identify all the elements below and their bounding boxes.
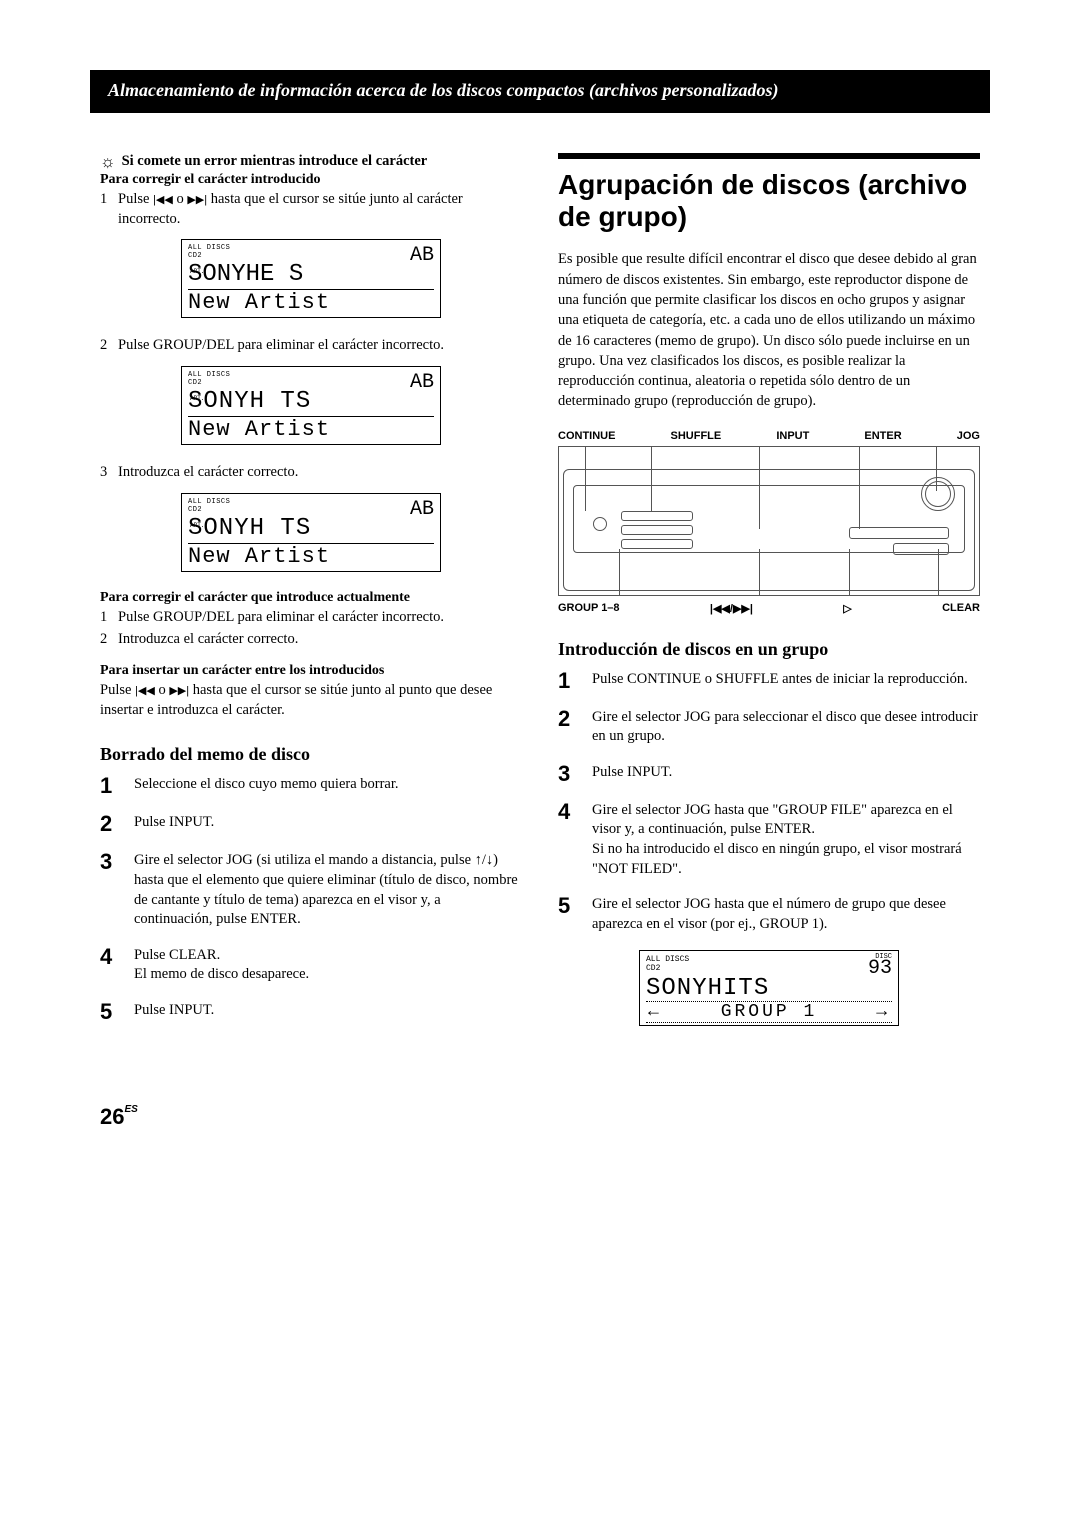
insert-char-text: Pulse |◀◀ o ▶▶| hasta que el cursor se s… bbox=[100, 681, 522, 720]
header-bar: Almacenamiento de información acerca de … bbox=[90, 70, 990, 113]
lcd-display-3: ALL DISCS CD2 AB SONYH TS ART. New Artis… bbox=[181, 493, 441, 572]
correct-entered-heading: Para corregir el carácter introducido bbox=[100, 172, 522, 188]
device-diagram bbox=[558, 446, 980, 596]
intro-step-2: 2Gire el selector JOG para seleccionar e… bbox=[558, 708, 980, 747]
intro-step-1: 1Pulse CONTINUE o SHUFFLE antes de inici… bbox=[558, 670, 980, 692]
delete-step-5: 5Pulse INPUT. bbox=[100, 1001, 522, 1023]
delete-step-1: 1Seleccione el disco cuyo memo quiera bo… bbox=[100, 775, 522, 797]
intro-step-5: 5Gire el selector JOG hasta que el númer… bbox=[558, 895, 980, 934]
next-track-icon: ▶▶| bbox=[187, 194, 207, 206]
prev-track-icon: |◀◀ bbox=[153, 194, 173, 206]
correct-current-heading: Para corregir el carácter que introduce … bbox=[100, 590, 522, 606]
ministep-2-2: 2Introduzca el carácter correcto. bbox=[100, 630, 522, 650]
prev-track-icon: |◀◀ bbox=[135, 685, 155, 697]
device-labels-top: CONTINUE SHUFFLE INPUT ENTER JOG bbox=[558, 430, 980, 442]
ministep-2-1: 1Pulse GROUP/DEL para eliminar el caráct… bbox=[100, 608, 522, 628]
lcd-display-group: ALL DISCS CD2 DISC 93 SONYHITS ← GROUP 1… bbox=[639, 950, 899, 1026]
arrow-right-icon: → bbox=[876, 1002, 890, 1022]
tip-heading: ☼ Si comete un error mientras introduce … bbox=[100, 153, 522, 170]
device-labels-bottom: GROUP 1–8 |◀◀/▶▶| ▷ CLEAR bbox=[558, 602, 980, 615]
tip-heading-text: Si comete un error mientras introduce el… bbox=[122, 153, 428, 170]
ministep-1-1: 1 Pulse |◀◀ o ▶▶| hasta que el cursor se… bbox=[100, 190, 522, 229]
delete-step-4: 4Pulse CLEAR.El memo de disco desaparece… bbox=[100, 946, 522, 985]
left-column: ☼ Si comete un error mientras introduce … bbox=[100, 153, 522, 1044]
lcd-display-1: ALL DISCS CD2 AB SONYHE S ART. New Artis… bbox=[181, 239, 441, 318]
intro-discs-heading: Introducción de discos en un grupo bbox=[558, 639, 980, 660]
ministep-1-2: 2Pulse GROUP/DEL para eliminar el caráct… bbox=[100, 336, 522, 356]
delete-step-2: 2Pulse INPUT. bbox=[100, 813, 522, 835]
intro-step-3: 3Pulse INPUT. bbox=[558, 763, 980, 785]
right-column: Agrupación de discos (archivo de grupo) … bbox=[558, 153, 980, 1044]
intro-step-4: 4Gire el selector JOG hasta que "GROUP F… bbox=[558, 801, 980, 879]
ministep-1-3: 3Introduzca el carácter correcto. bbox=[100, 463, 522, 483]
delete-step-3: 3Gire el selector JOG (si utiliza el man… bbox=[100, 851, 522, 929]
grouping-paragraph: Es posible que resulte difícil encontrar… bbox=[558, 249, 980, 411]
page-number: 26ES bbox=[100, 1104, 1080, 1130]
next-track-icon: ▶▶| bbox=[169, 685, 189, 697]
grouping-heading: Agrupación de discos (archivo de grupo) bbox=[558, 153, 980, 233]
insert-char-heading: Para insertar un carácter entre los intr… bbox=[100, 663, 522, 679]
lightbulb-icon: ☼ bbox=[100, 153, 116, 170]
delete-memo-heading: Borrado del memo de disco bbox=[100, 744, 522, 765]
arrow-left-icon: ← bbox=[648, 1002, 662, 1022]
lcd-display-2: ALL DISCS CD2 AB SONYH TS ART. New Artis… bbox=[181, 366, 441, 445]
